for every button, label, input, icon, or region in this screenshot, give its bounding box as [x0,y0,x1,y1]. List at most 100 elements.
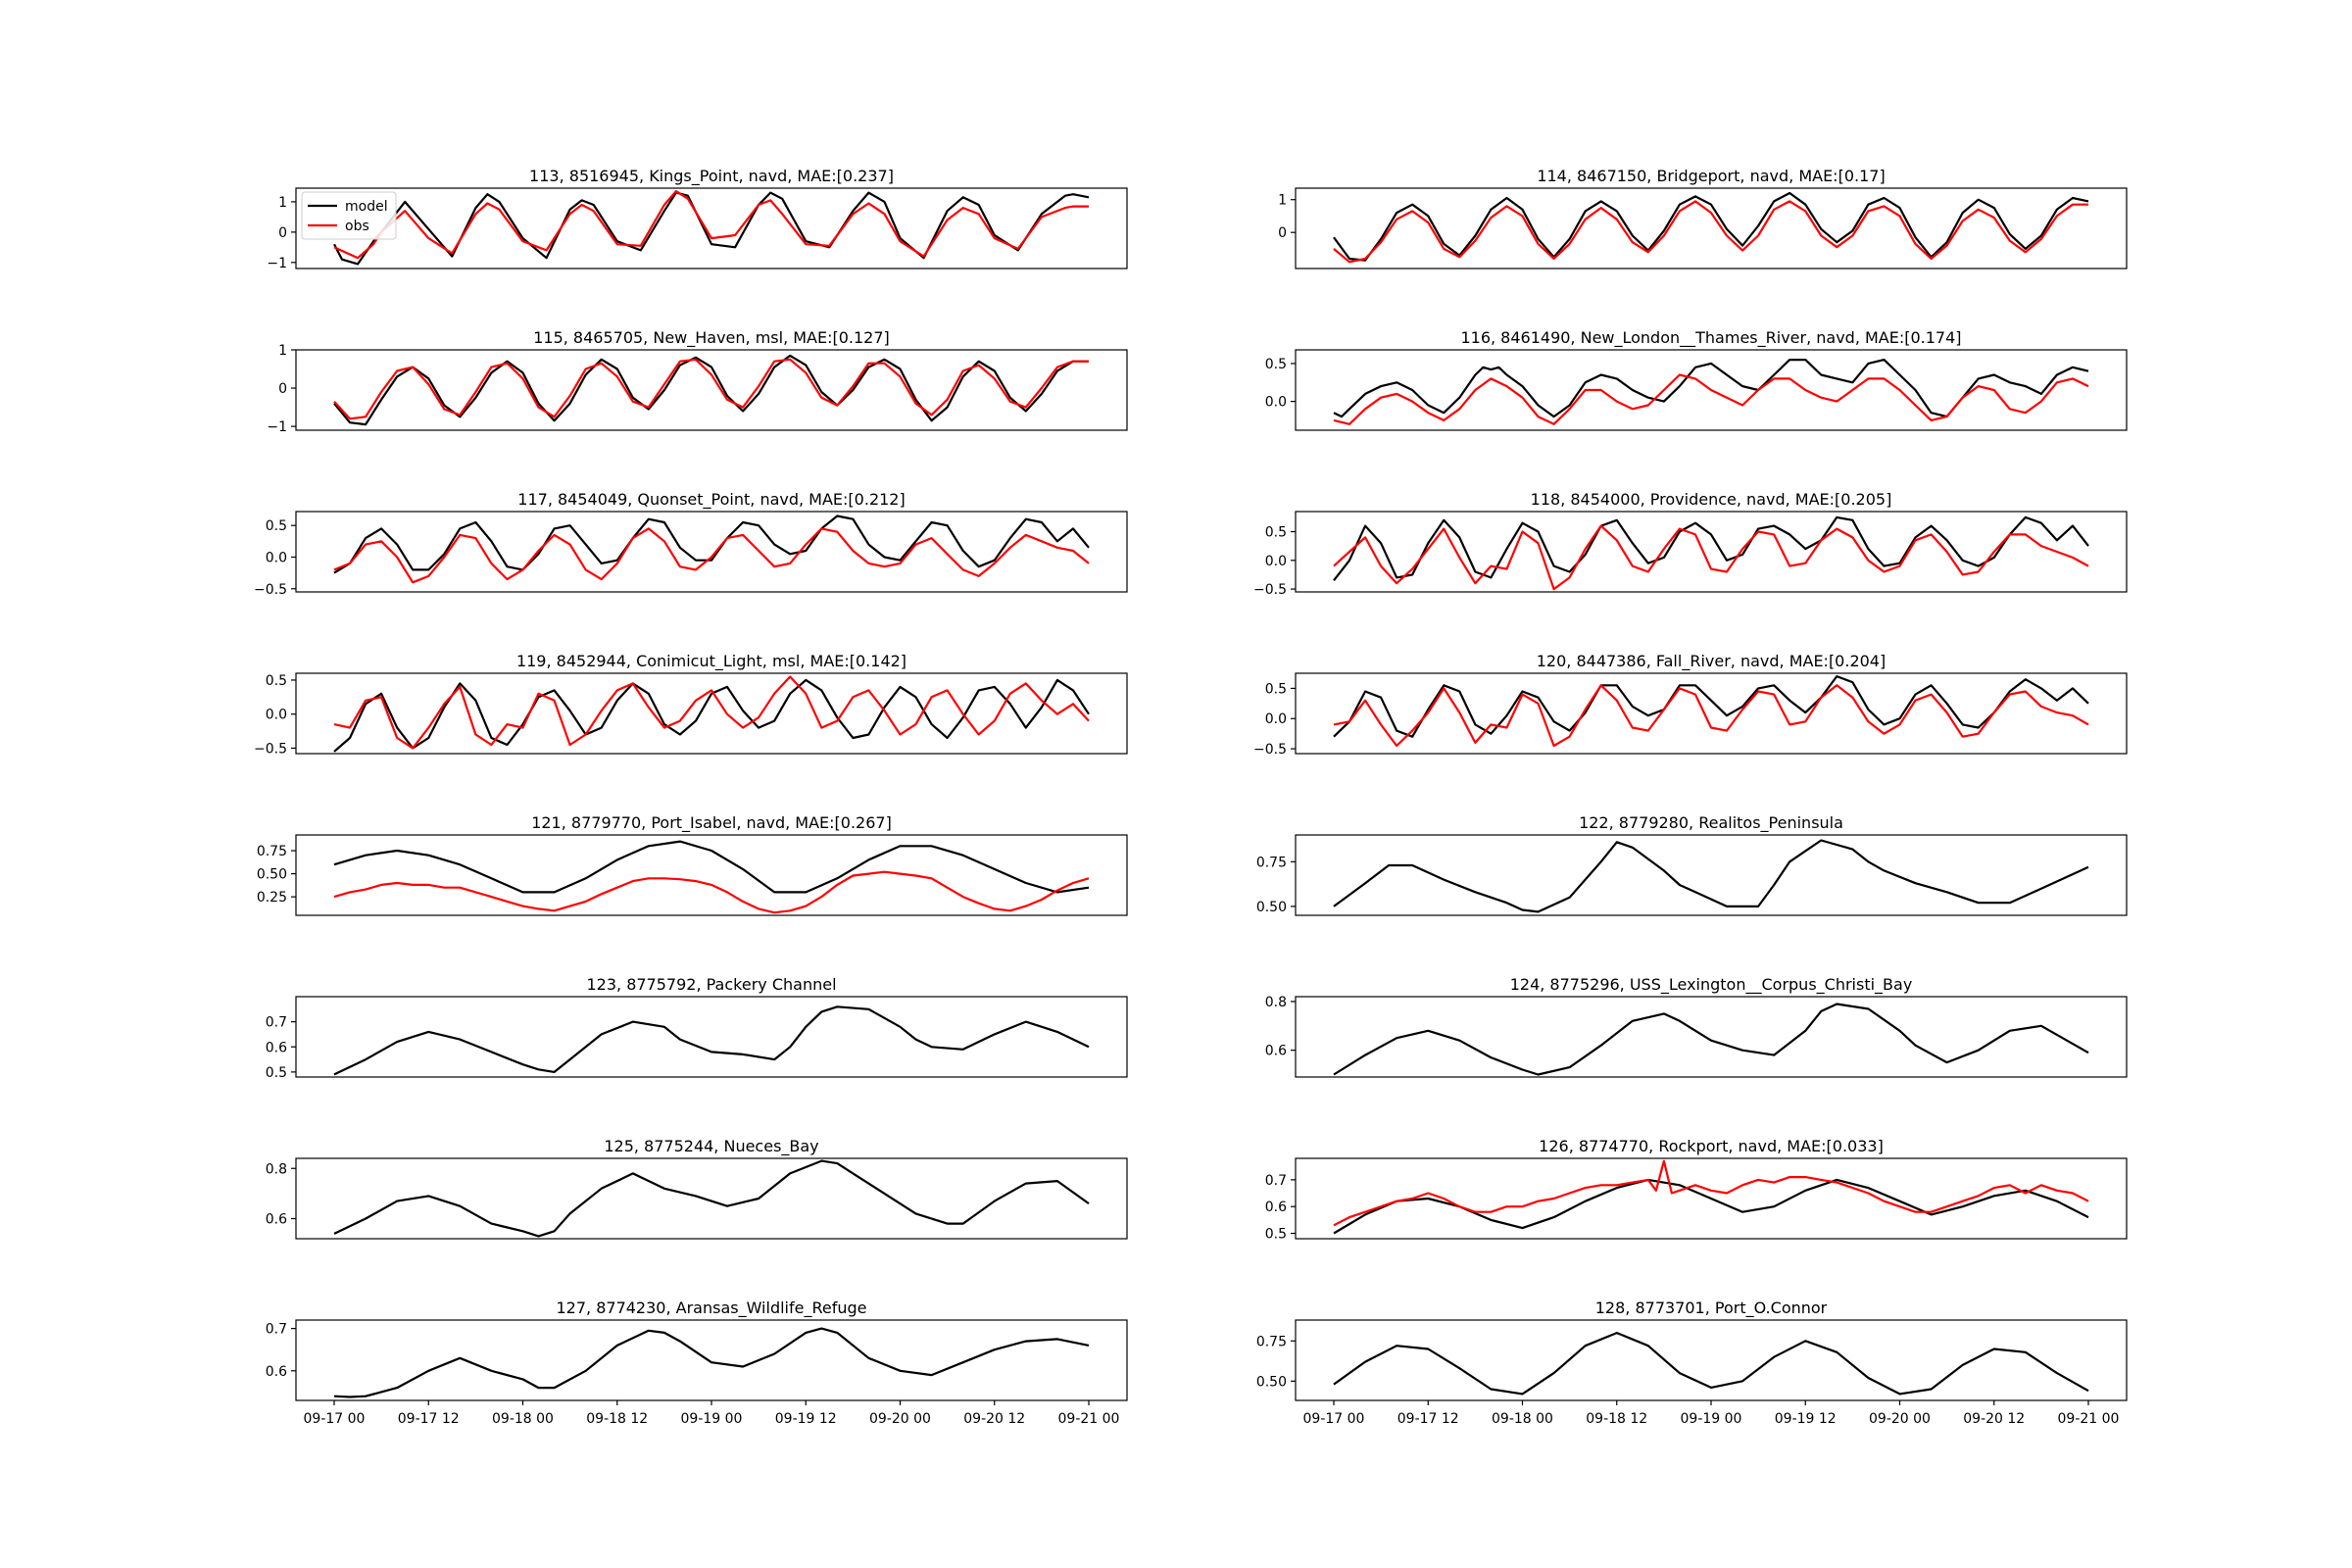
plot-frame [295,349,1128,431]
y-tick-label: 0.6 [266,1040,287,1055]
subplot-title: 127, 8774230, Aransas_Wildlife_Refuge [557,1298,867,1318]
series-line-obs [333,358,1089,420]
subplot-title: 122, 8779280, Realitos_Peninsula [1579,813,1843,833]
y-tick-label: 0.0 [1265,395,1287,411]
y-tick-label: 0.5 [266,518,287,534]
x-tick-label: 09-18 00 [492,1411,554,1427]
subplot-title: 128, 8773701, Port_O.Connor [1595,1298,1828,1318]
y-tick-label: 1 [278,195,287,211]
subplot-10: 122, 8779280, Realitos_Peninsula 0.75 0.50 [1256,813,2128,916]
y-tick-label: 0.0 [1265,711,1287,727]
y-tick-label: 0.50 [1256,1374,1287,1390]
subplot-8: 120, 8447386, Fall_River, navd, MAE:[0.2… [1253,652,2128,758]
subplot-12: 124, 8775296, USS_Lexington__Corpus_Chri… [1265,975,2128,1078]
subplot-13: 125, 8775244, Nueces_Bay 0.8 0.6 [266,1137,1128,1240]
legend: model obs [301,191,397,240]
series-line-model [333,840,1090,894]
subplot-title: 124, 8775296, USS_Lexington__Corpus_Chri… [1510,975,1913,995]
legend-label-model: model [345,199,388,215]
subplot-6: 118, 8454000, Providence, navd, MAE:[0.2… [1253,490,2128,598]
series-line-model [1333,1331,2089,1396]
y-tick-label: 0.0 [266,550,287,565]
y-tick-label: −0.5 [254,582,287,598]
y-tick-label: 0.6 [266,1364,287,1380]
legend-label-obs: obs [345,219,369,234]
x-tick-label: 09-19 12 [775,1411,837,1427]
subplot-14: 126, 8774770, Rockport, navd, MAE:[0.033… [1265,1137,2128,1243]
y-tick-label: −1 [267,256,287,271]
y-tick-label: 0 [1278,225,1287,241]
subplot-1: 113, 8516945, Kings_Point, navd, MAE:[0.… [267,167,1128,271]
y-tick-label: 0.0 [1265,554,1287,569]
subplot-11: 123, 8775792, Packery Channel 0.7 0.6 0.5 [266,975,1128,1081]
plot-frame [295,834,1128,916]
y-tick-label: 0.8 [1265,995,1287,1010]
series-line-model [333,1005,1090,1076]
series-line-obs [333,190,1089,260]
series-line-obs [1333,684,2089,748]
y-tick-label: −0.5 [1253,582,1287,598]
series-line-model [333,354,1089,426]
series-line-model [333,1327,1090,1398]
legend-box [301,191,397,240]
subplot-title: 118, 8454000, Providence, navd, MAE:[0.2… [1531,490,1892,509]
series-line-model [333,1159,1090,1238]
plot-frame [1295,1157,2128,1240]
subplot-5: 117, 8454049, Quonset_Point, navd, MAE:[… [254,490,1128,598]
subplot-title: 115, 8465705, New_Haven, msl, MAE:[0.127… [533,328,890,348]
y-tick-label: 0.0 [266,708,287,723]
x-tick-label: 09-18 12 [1586,1411,1647,1427]
y-tick-label: 0.75 [1256,855,1287,870]
subplot-grid: 113, 8516945, Kings_Point, navd, MAE:[0.… [254,167,2128,1427]
x-tick-label: 09-18 12 [586,1411,648,1427]
subplot-7: 119, 8452944, Conimicut_Light, msl, MAE:… [254,652,1128,757]
y-tick-label: 0.50 [1256,900,1287,915]
series-line-model [1333,191,2089,262]
subplot-title: 125, 8775244, Nueces_Bay [604,1137,818,1156]
y-tick-label: −0.5 [1253,742,1287,758]
y-tick-label: −1 [267,419,287,435]
y-tick-label: 0.6 [1265,1200,1287,1215]
y-tick-label: −0.5 [254,741,287,757]
series-line-obs [333,870,1090,914]
series-line-model [1333,515,2089,581]
x-tick-label: 09-17 00 [304,1411,366,1427]
series-line-obs [1333,1159,2089,1227]
y-tick-label: 0.25 [257,890,287,906]
subplot-title: 126, 8774770, Rockport, navd, MAE:[0.033… [1539,1137,1884,1155]
x-tick-label: 09-20 00 [1869,1411,1931,1427]
plot-frame [1295,187,2128,270]
y-tick-label: 0.5 [1265,681,1287,697]
plot-frame [1295,511,2128,593]
subplot-title: 123, 8775792, Packery Channel [586,975,836,994]
x-tick-label: 09-20 00 [869,1411,931,1427]
subplot-title: 117, 8454049, Quonset_Point, navd, MAE:[… [517,490,905,510]
series-line-obs [1333,524,2089,591]
plot-frame [295,1157,1128,1240]
subplot-16: 128, 8773701, Port_O.Connor 0.75 0.50 09-17… [1256,1298,2128,1427]
subplot-15: 127, 8774230, Aransas_Wildlife_Refuge 0.7… [266,1298,1128,1427]
series-line-model [1333,1003,2089,1076]
x-tick-label: 09-19 00 [1681,1411,1742,1427]
x-tick-label: 09-19 12 [1775,1411,1837,1427]
series-line-model [1333,674,2089,738]
series-line-obs [333,675,1090,750]
y-tick-label: 1 [1278,193,1287,209]
subplot-9: 121, 8779770, Port_Isabel, navd, MAE:[0.… [257,813,1128,916]
y-tick-label: 0.50 [257,867,287,883]
y-tick-label: 0.7 [266,1322,287,1338]
subplot-title: 119, 8452944, Conimicut_Light, msl, MAE:… [516,652,906,671]
subplot-4: 116, 8461490, New_London__Thames_River, … [1265,328,2128,431]
subplot-2: 114, 8467150, Bridgeport, navd, MAE:[0.1… [1278,167,2128,270]
x-tick-label: 09-18 00 [1492,1411,1553,1427]
y-tick-label: 0.7 [1265,1173,1287,1189]
subplot-title: 121, 8779770, Port_Isabel, navd, MAE:[0.… [531,813,892,833]
subplot-title: 113, 8516945, Kings_Point, navd, MAE:[0.… [529,167,894,186]
y-tick-label: 0.7 [266,1015,287,1031]
y-tick-label: 0.6 [1265,1044,1287,1059]
series-line-model [333,514,1090,574]
x-tick-label: 09-21 00 [1058,1411,1120,1427]
y-tick-label: 0.5 [1265,357,1287,372]
